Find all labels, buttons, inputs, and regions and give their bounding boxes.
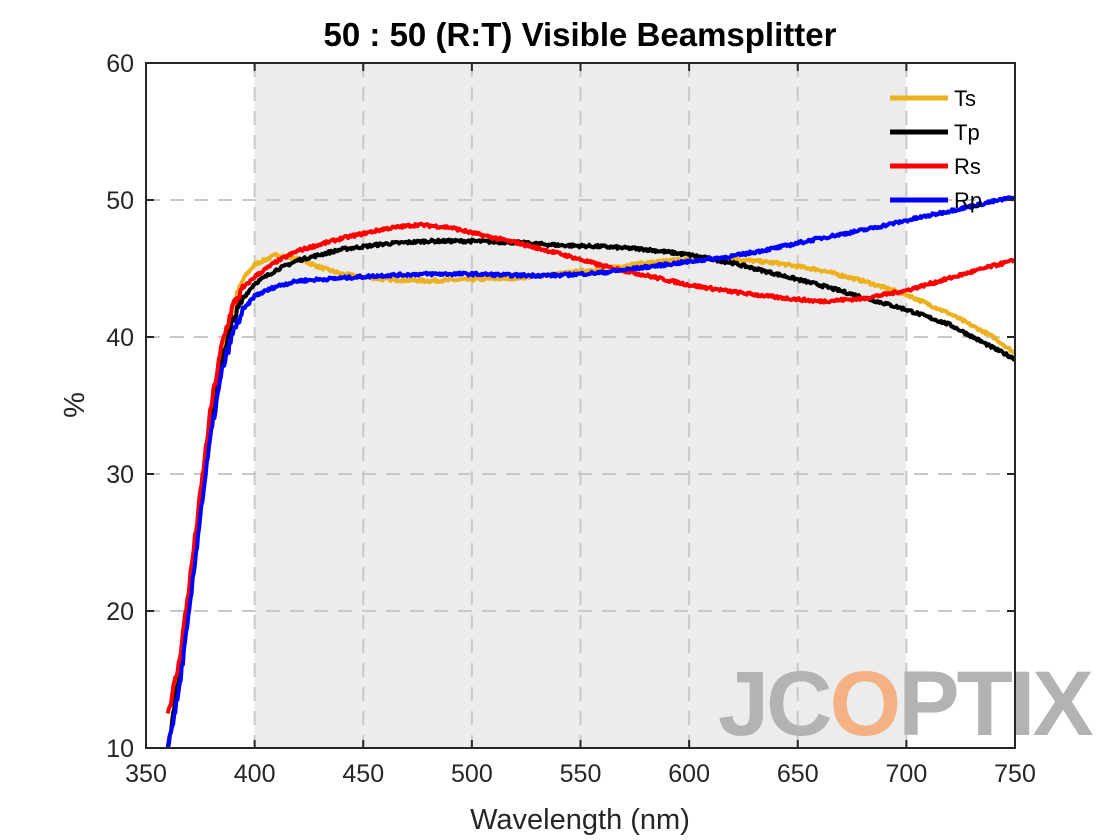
x-tick-label: 700 — [886, 760, 928, 788]
y-tick-label: 60 — [106, 50, 134, 78]
x-tick-label: 450 — [342, 760, 384, 788]
y-tick-label: 40 — [106, 324, 134, 352]
x-tick-label: 750 — [994, 760, 1036, 788]
y-tick-label: 30 — [106, 461, 134, 489]
legend: Ts Tp Rs Rp — [890, 86, 982, 213]
x-tick-label: 550 — [560, 760, 602, 788]
series-line-ts — [165, 252, 1017, 749]
legend-label-ts: Ts — [954, 86, 976, 111]
legend-label-rs: Rs — [954, 154, 981, 179]
jcoptix-logo: JCOPTIX — [718, 653, 1096, 755]
legend-label-rp: Rp — [954, 188, 982, 213]
chart-title: 50 : 50 (R:T) Visible Beamsplitter — [324, 16, 837, 53]
axis-ticks: 350 400 450 500 550 600 650 700 750 10 20 30 40 50 60 — [106, 50, 1036, 788]
y-tick-label: 10 — [106, 735, 134, 763]
legend-label-tp: Tp — [954, 120, 980, 145]
y-axis-label: % — [59, 392, 91, 418]
series-line-rs — [165, 221, 1016, 714]
logo-text: JCOPTIX — [718, 653, 1093, 755]
x-tick-label: 650 — [777, 760, 819, 788]
series-line-rp — [165, 195, 1017, 749]
y-tick-label: 50 — [106, 187, 134, 215]
y-tick-label: 20 — [106, 598, 134, 626]
series-lines — [165, 195, 1017, 749]
grid — [146, 63, 1015, 748]
x-tick-label: 500 — [451, 760, 493, 788]
x-tick-label: 600 — [668, 760, 710, 788]
x-tick-label: 400 — [234, 760, 276, 788]
series-line-tp — [165, 237, 1017, 749]
x-tick-label: 350 — [125, 760, 167, 788]
x-axis-label: Wavelength (nm) — [470, 804, 690, 836]
